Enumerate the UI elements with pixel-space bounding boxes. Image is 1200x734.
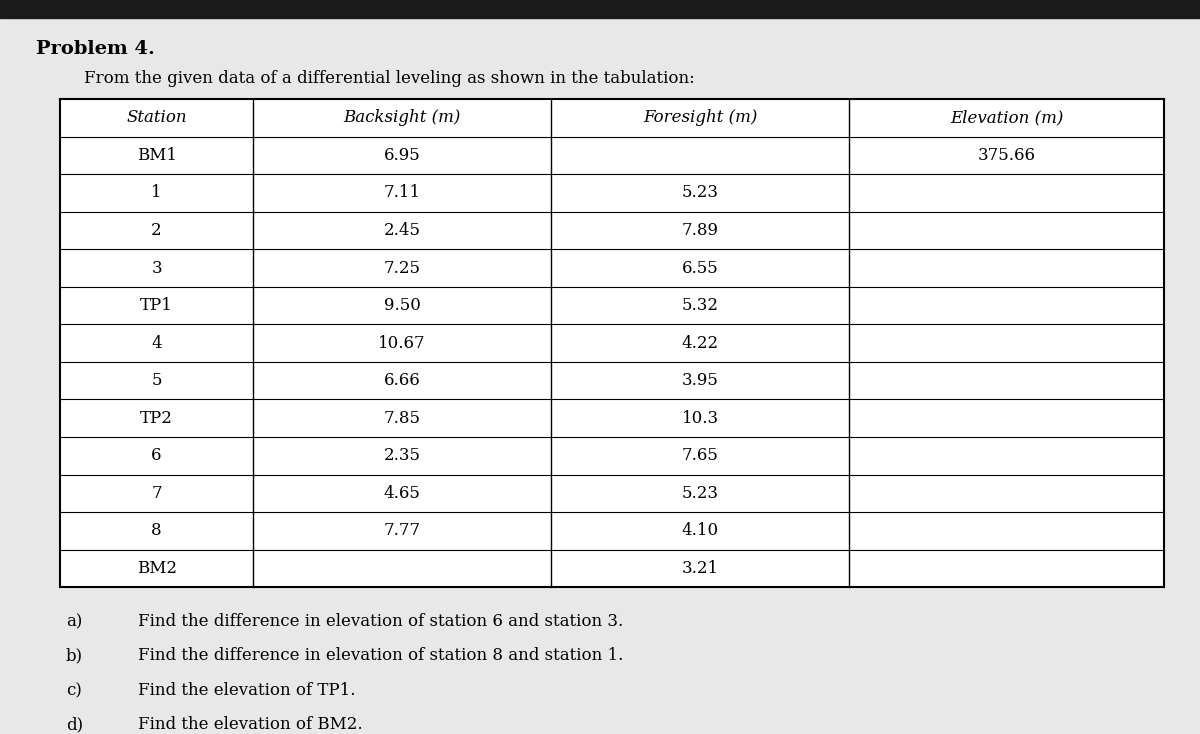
- Text: Elevation (m): Elevation (m): [950, 109, 1063, 126]
- Text: 7.25: 7.25: [384, 260, 421, 277]
- Text: 2.35: 2.35: [384, 447, 421, 465]
- Text: TP1: TP1: [140, 297, 173, 314]
- Text: 7.77: 7.77: [384, 523, 421, 539]
- Text: 2: 2: [151, 222, 162, 239]
- Text: 6.95: 6.95: [384, 147, 421, 164]
- Text: TP2: TP2: [140, 410, 173, 426]
- Text: c): c): [66, 682, 82, 699]
- Text: 4: 4: [151, 335, 162, 352]
- Text: Backsight (m): Backsight (m): [343, 109, 461, 126]
- Text: 5.23: 5.23: [682, 184, 719, 201]
- Text: a): a): [66, 613, 83, 630]
- Text: 7: 7: [151, 485, 162, 502]
- Text: 7.85: 7.85: [384, 410, 421, 426]
- Text: Problem 4.: Problem 4.: [36, 40, 155, 59]
- Text: 2.45: 2.45: [384, 222, 421, 239]
- Text: 4.10: 4.10: [682, 523, 719, 539]
- Text: 375.66: 375.66: [978, 147, 1036, 164]
- Text: 10.3: 10.3: [682, 410, 719, 426]
- Text: 7.89: 7.89: [682, 222, 719, 239]
- Text: d): d): [66, 716, 83, 733]
- Text: BM1: BM1: [137, 147, 176, 164]
- Text: From the given data of a differential leveling as shown in the tabulation:: From the given data of a differential le…: [84, 70, 695, 87]
- Text: 7.11: 7.11: [384, 184, 421, 201]
- Text: b): b): [66, 647, 83, 664]
- Text: Find the difference in elevation of station 8 and station 1.: Find the difference in elevation of stat…: [138, 647, 623, 664]
- Text: 8: 8: [151, 523, 162, 539]
- Text: 3: 3: [151, 260, 162, 277]
- Text: 1: 1: [151, 184, 162, 201]
- Text: 10.67: 10.67: [378, 335, 426, 352]
- Text: BM2: BM2: [137, 560, 176, 577]
- Text: 9.50: 9.50: [384, 297, 421, 314]
- Text: Find the elevation of TP1.: Find the elevation of TP1.: [138, 682, 355, 699]
- Text: 3.21: 3.21: [682, 560, 719, 577]
- Text: 5.23: 5.23: [682, 485, 719, 502]
- Text: 5: 5: [151, 372, 162, 389]
- Text: Foresight (m): Foresight (m): [643, 109, 757, 126]
- Text: Find the difference in elevation of station 6 and station 3.: Find the difference in elevation of stat…: [138, 613, 623, 630]
- Text: 6.55: 6.55: [682, 260, 719, 277]
- Text: 7.65: 7.65: [682, 447, 719, 465]
- Text: 4.22: 4.22: [682, 335, 719, 352]
- Text: 3.95: 3.95: [682, 372, 719, 389]
- Text: Find the elevation of BM2.: Find the elevation of BM2.: [138, 716, 362, 733]
- Text: 4.65: 4.65: [384, 485, 421, 502]
- Text: 6: 6: [151, 447, 162, 465]
- Text: Station: Station: [126, 109, 187, 126]
- Text: 5.32: 5.32: [682, 297, 719, 314]
- Text: 6.66: 6.66: [384, 372, 421, 389]
